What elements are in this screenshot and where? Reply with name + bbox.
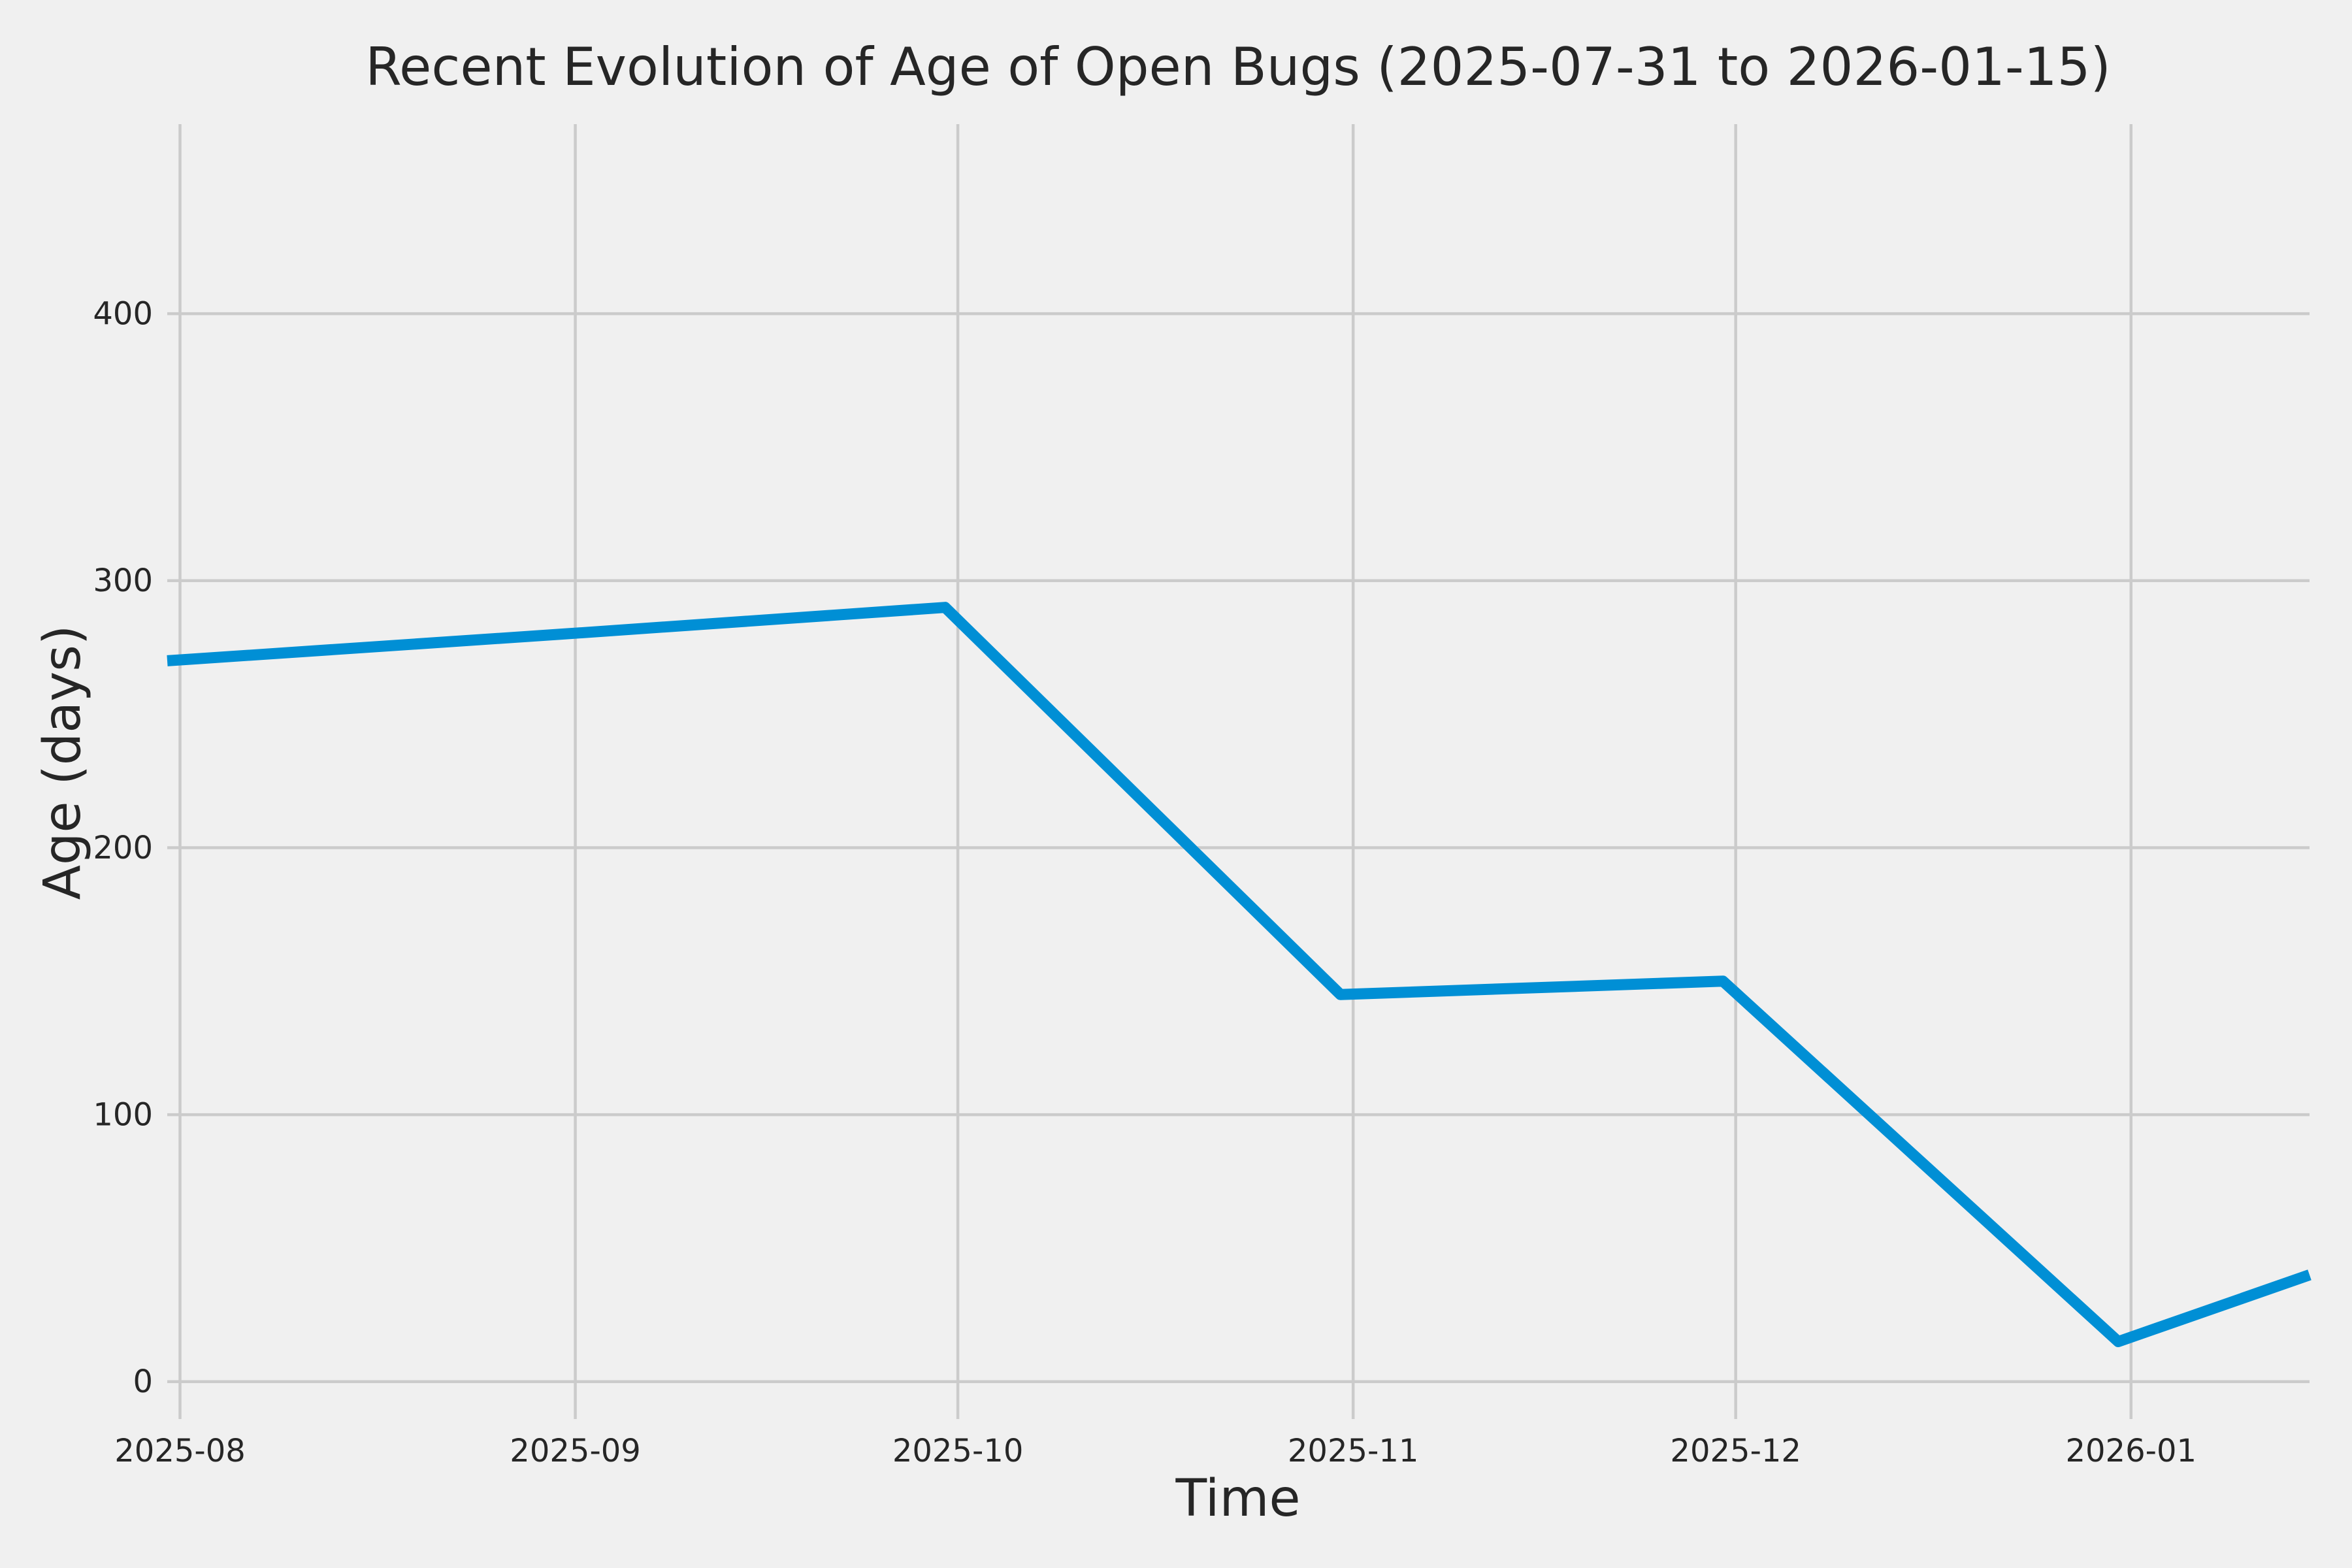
y-tick-label: 0 bbox=[133, 1364, 153, 1400]
x-tick-label: 2026-01 bbox=[2065, 1433, 2197, 1469]
x-tick-label: 2025-12 bbox=[1670, 1433, 1801, 1469]
y-tick-label: 400 bbox=[93, 295, 153, 332]
x-tick-label: 2025-09 bbox=[510, 1433, 641, 1469]
x-tick-label: 2025-11 bbox=[1288, 1433, 1419, 1469]
chart-title: Recent Evolution of Age of Open Bugs (20… bbox=[365, 37, 2111, 97]
y-tick-label: 100 bbox=[93, 1096, 153, 1133]
gridlines-layer bbox=[167, 124, 2310, 1419]
x-tick-label: 2025-10 bbox=[892, 1433, 1024, 1469]
x-axis-label: Time bbox=[1175, 1469, 1301, 1528]
y-tick-labels: 0 100 200 300 400 bbox=[93, 295, 153, 1400]
x-tick-labels: 2025-08 2025-09 2025-10 2025-11 2025-12 2026-… bbox=[114, 1433, 2197, 1469]
data-series-layer bbox=[167, 602, 2311, 1347]
y-tick-label: 300 bbox=[93, 563, 153, 599]
data-line bbox=[167, 602, 2311, 1347]
y-axis-label: Age (days) bbox=[33, 625, 92, 900]
y-tick-label: 200 bbox=[93, 830, 153, 866]
x-tick-label: 2025-08 bbox=[114, 1433, 246, 1469]
